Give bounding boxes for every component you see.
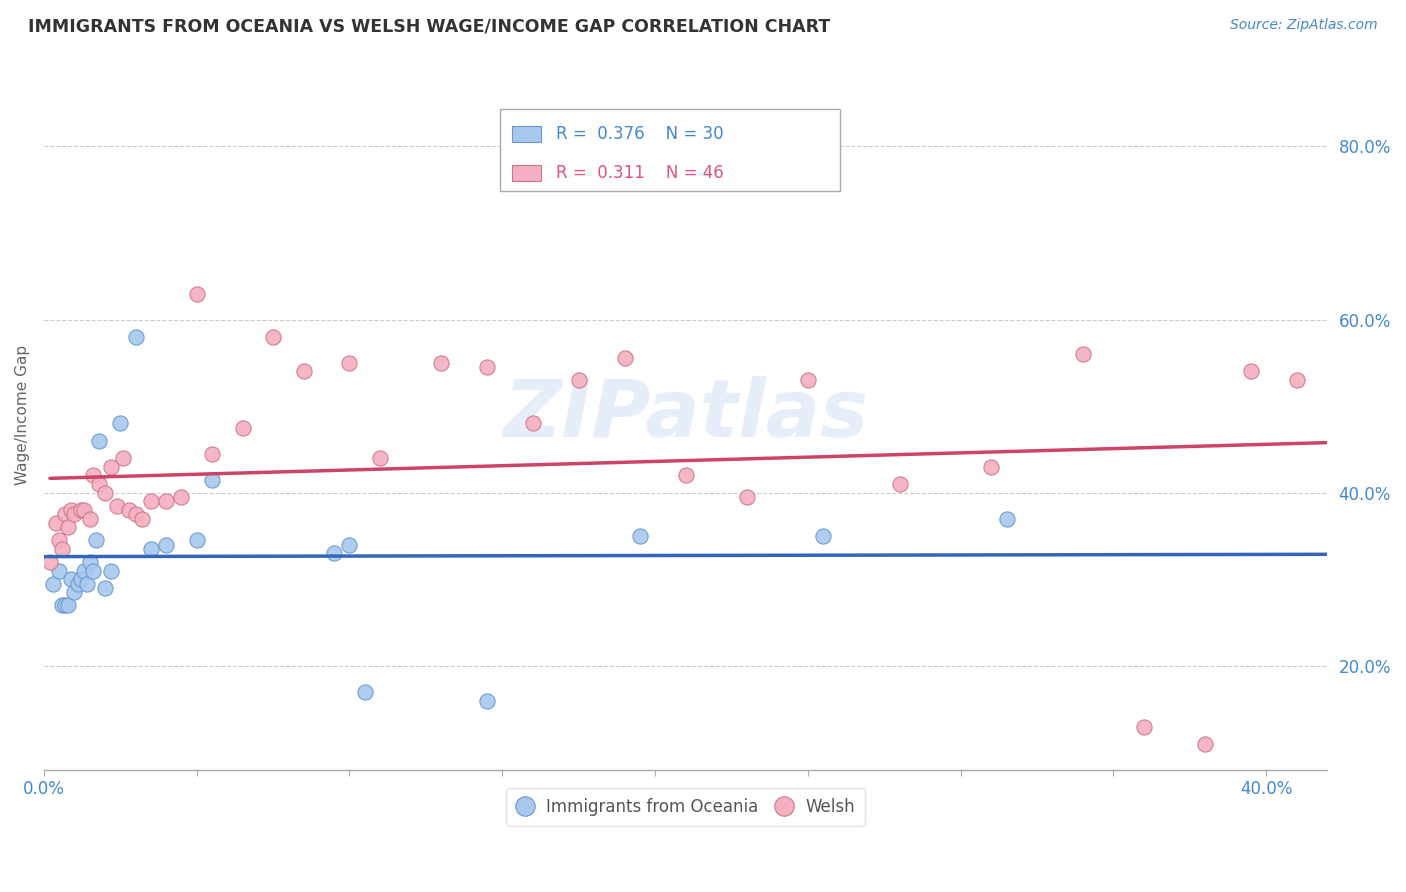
Point [51,599,73,613]
Text: IMMIGRANTS FROM OCEANIA VS WELSH WAGE/INCOME GAP CORRELATION CHART: IMMIGRANTS FROM OCEANIA VS WELSH WAGE/IN… [28,18,831,36]
Point [430,356,453,370]
Point [231,421,253,435]
FancyBboxPatch shape [512,165,540,181]
Point [79,555,101,569]
Point [628,529,651,543]
Point [139,542,162,557]
Point [60,573,83,587]
Point [100,564,122,578]
Point [48,533,70,548]
Point [58,520,80,534]
Point [292,364,315,378]
Point [155,494,177,508]
Point [53,508,76,522]
Point [339,538,361,552]
Point [69,503,91,517]
Point [53,599,76,613]
Point [48,564,70,578]
Point [568,373,591,387]
Point [60,503,83,517]
Text: ZIPatlas: ZIPatlas [503,376,868,454]
Point [100,459,122,474]
Point [112,451,135,466]
Point [94,581,117,595]
Text: R =  0.311    N = 46: R = 0.311 N = 46 [555,164,724,182]
Point [170,490,193,504]
Point [82,468,104,483]
Point [613,351,636,366]
Point [72,564,94,578]
Point [105,499,128,513]
Point [94,485,117,500]
Point [201,447,224,461]
Point [201,473,224,487]
Point [51,542,73,557]
Point [110,417,132,431]
Point [155,538,177,552]
Point [262,330,284,344]
Legend: Immigrants from Oceania, Welsh: Immigrants from Oceania, Welsh [506,788,865,826]
Point [82,564,104,578]
Point [811,529,834,543]
Point [1240,364,1263,378]
Point [522,417,544,431]
Point [69,573,91,587]
Point [339,356,361,370]
FancyBboxPatch shape [499,110,839,191]
Point [118,503,141,517]
Text: R =  0.376    N = 30: R = 0.376 N = 30 [555,125,724,144]
Point [66,576,89,591]
FancyBboxPatch shape [512,127,540,142]
Point [323,546,346,560]
Point [63,508,86,522]
Point [42,576,65,591]
Point [63,585,86,599]
Y-axis label: Wage/Income Gap: Wage/Income Gap [15,344,30,485]
Point [353,685,375,699]
Point [84,533,107,548]
Point [186,533,208,548]
Point [797,373,820,387]
Point [72,503,94,517]
Point [1331,364,1354,378]
Point [368,451,391,466]
Point [1285,373,1308,387]
Point [124,508,146,522]
Point [735,490,758,504]
Point [79,512,101,526]
Point [889,477,911,491]
Point [475,360,498,375]
Point [76,576,98,591]
Point [131,512,153,526]
Point [45,516,67,530]
Point [186,286,208,301]
Point [87,477,110,491]
Text: Source: ZipAtlas.com: Source: ZipAtlas.com [1230,18,1378,32]
Point [1071,347,1094,361]
Point [139,494,162,508]
Point [1194,737,1216,751]
Point [39,555,62,569]
Point [980,459,1002,474]
Point [124,330,146,344]
Point [87,434,110,448]
Point [675,468,697,483]
Point [58,599,80,613]
Point [1133,720,1156,734]
Point [475,694,498,708]
Point [995,512,1018,526]
